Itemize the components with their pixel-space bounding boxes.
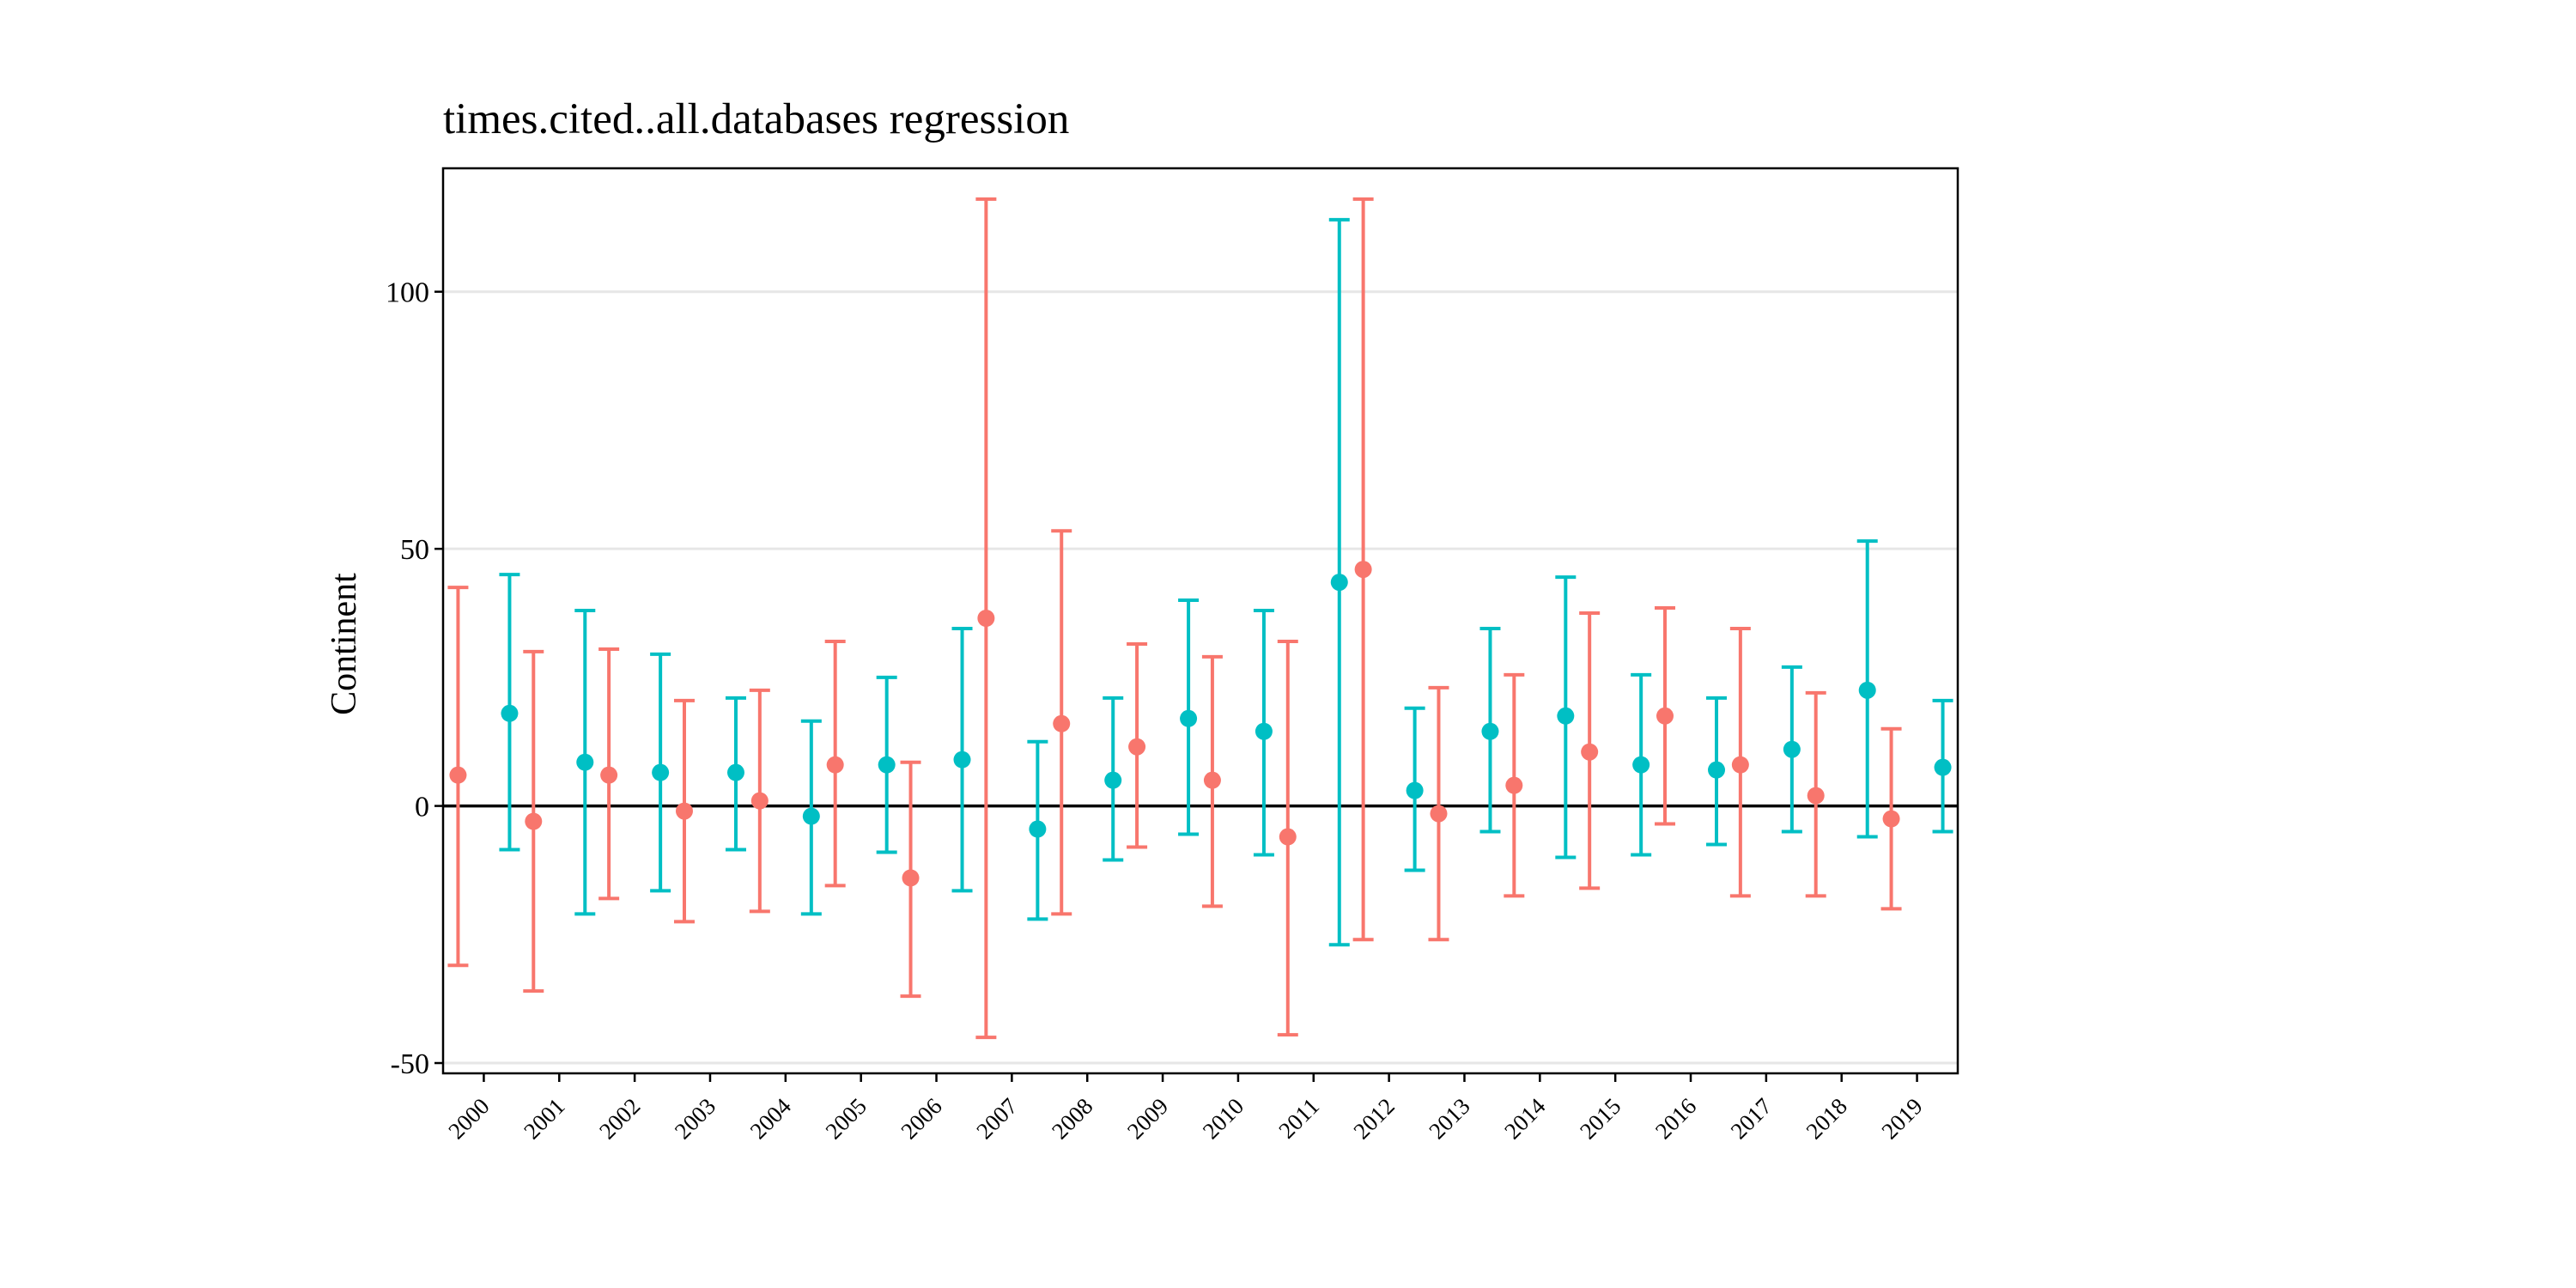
x-tick-label: 2018: [1801, 1093, 1852, 1144]
data-point: [878, 756, 896, 774]
data-point: [1354, 561, 1372, 579]
data-point: [953, 750, 971, 769]
data-point: [652, 763, 670, 781]
x-tick-label: 2017: [1726, 1093, 1777, 1144]
data-point: [1581, 743, 1599, 761]
x-tick-label: 2019: [1876, 1093, 1927, 1144]
data-point: [1783, 740, 1801, 758]
data-point: [1934, 758, 1952, 776]
data-point: [1029, 820, 1047, 838]
data-point: [1053, 714, 1071, 732]
data-point: [1279, 828, 1297, 846]
data-point: [1430, 805, 1448, 823]
x-tick-label: 2016: [1650, 1093, 1701, 1144]
data-point: [1557, 707, 1575, 725]
data-point: [1632, 756, 1650, 774]
y-tick-label: 0: [415, 792, 429, 823]
data-point: [1255, 722, 1273, 740]
data-point: [1128, 738, 1146, 756]
x-tick-label: 2012: [1348, 1093, 1399, 1144]
data-point: [675, 802, 693, 820]
data-point: [977, 610, 995, 628]
data-point: [726, 763, 744, 781]
x-tick-label: 2009: [1122, 1093, 1173, 1144]
data-point: [802, 807, 820, 825]
data-point: [525, 812, 543, 830]
data-point: [826, 756, 844, 774]
data-point: [576, 753, 594, 771]
x-tick-label: 2014: [1499, 1093, 1551, 1145]
data-point: [1203, 771, 1221, 789]
data-point: [1505, 776, 1523, 794]
data-point: [1858, 681, 1876, 699]
x-tick-label: 2008: [1047, 1093, 1097, 1144]
y-tick-label: 50: [400, 534, 429, 566]
data-point: [1882, 810, 1900, 828]
data-point: [750, 792, 769, 810]
x-tick-label: 2000: [443, 1093, 494, 1144]
grid-layer: [443, 290, 1958, 1065]
data-point: [449, 766, 467, 784]
x-tick-label: 2007: [971, 1093, 1022, 1144]
x-tick-label: 2010: [1198, 1093, 1249, 1144]
y-axis-label: Continent: [325, 573, 364, 715]
chart-title: times.cited..all.databases regression: [443, 95, 1069, 143]
x-tick-label: 2004: [745, 1093, 797, 1145]
data-point: [501, 704, 519, 722]
data-point: [1708, 761, 1726, 779]
x-tick-label: 2003: [670, 1093, 720, 1144]
y-tick-label: -50: [391, 1048, 429, 1080]
data-point: [1731, 756, 1749, 774]
data-point: [902, 869, 920, 887]
data-point: [1807, 787, 1825, 805]
x-tick-label: 2011: [1273, 1093, 1324, 1144]
panel-border: [441, 167, 1959, 1075]
marks-layer: [447, 197, 1953, 1040]
data-point: [1330, 574, 1348, 592]
data-point: [1406, 781, 1424, 799]
data-point: [600, 766, 618, 784]
data-point: [1481, 722, 1499, 740]
x-tick-label: 2001: [519, 1093, 569, 1144]
x-tick-label: 2002: [594, 1093, 645, 1144]
data-point: [1656, 707, 1674, 725]
x-tick-label: 2015: [1575, 1093, 1625, 1144]
data-point: [1104, 771, 1122, 789]
x-tick-label: 2005: [821, 1093, 872, 1144]
data-point: [1180, 709, 1198, 727]
x-tick-label: 2006: [896, 1093, 946, 1144]
x-tick-label: 2013: [1424, 1093, 1474, 1144]
axis-layer: -50 0 50 100 2000 2001 2002 2003 2004 2005 2006 200…: [386, 277, 1928, 1145]
y-tick-label: 100: [386, 277, 429, 309]
